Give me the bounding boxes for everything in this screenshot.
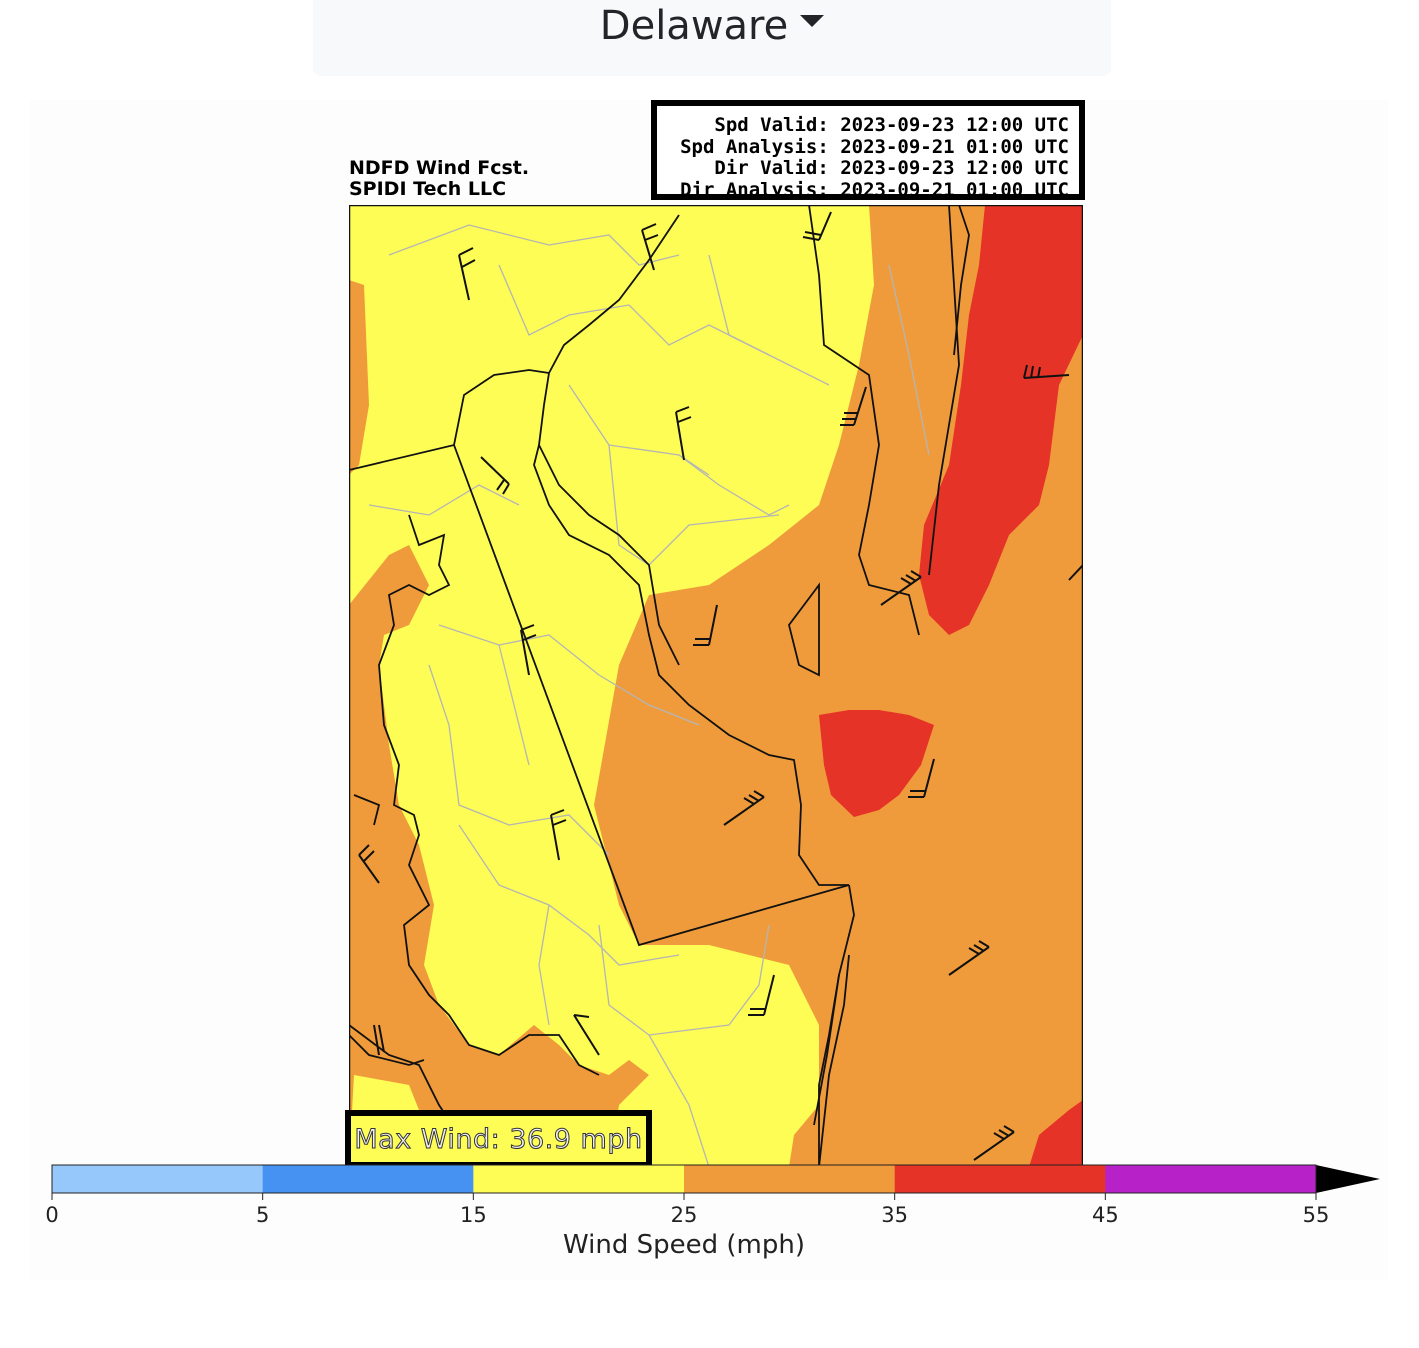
colorbar-tick-label: 35 [881, 1203, 908, 1227]
wind-barb [373, 1024, 385, 1056]
colorbar-segment [52, 1165, 264, 1193]
forecast-info-box: Spd Valid: 2023-09-23 12:00 UTC Spd Anal… [651, 100, 1085, 200]
wind-barb [458, 247, 476, 301]
wind-zone-35-45-south [1029, 1100, 1083, 1167]
info-dir-valid: Dir Valid: 2023-09-23 12:00 UTC [714, 157, 1069, 179]
wind-barb [480, 456, 510, 495]
wind-barbs [358, 211, 1083, 1161]
wind-barb [748, 974, 775, 1016]
colorbar-extend-arrow [1316, 1165, 1380, 1193]
info-spd-analysis: Spd Analysis: 2023-09-21 01:00 UTC [680, 135, 1069, 158]
colorbar-segments [52, 1165, 1317, 1193]
chevron-down-icon [800, 15, 825, 27]
colorbar-ticks: 0 5 15 25 35 45 55 [45, 1193, 1329, 1227]
colorbar-segment [262, 1165, 474, 1193]
colorbar-tick-label: 5 [256, 1203, 269, 1227]
wind-zone-35-45-center [819, 710, 934, 817]
state-dropdown[interactable]: Delaware [313, 0, 1111, 76]
county-lines [368, 224, 930, 1167]
wind-barb [880, 570, 922, 606]
colorbar-tick-label: 0 [45, 1203, 58, 1227]
state-borders [349, 205, 970, 1167]
wind-map [349, 205, 1083, 1167]
colorbar-segment [894, 1165, 1106, 1193]
wind-barb [641, 223, 659, 271]
wind-barb [573, 1014, 600, 1056]
wind-zone-25-35-bay [349, 545, 649, 1167]
wind-barb [840, 386, 867, 426]
colorbar-segment [684, 1165, 896, 1193]
colorbar: 0 5 15 25 35 45 55 [45, 1164, 1380, 1227]
colorbar-tick-label: 55 [1303, 1203, 1330, 1227]
map-title: NDFD Wind Fcst. SPIDI Tech LLC [349, 158, 529, 200]
wind-barb [1023, 364, 1070, 379]
wind-barb [723, 790, 765, 826]
wind-barb [802, 211, 832, 241]
map-title-line1: NDFD Wind Fcst. [349, 157, 530, 179]
wind-barb [675, 406, 692, 461]
colorbar-tick-label: 45 [1092, 1203, 1119, 1227]
colorbar-tick-label: 15 [460, 1203, 487, 1227]
colorbar-tick-label: 25 [671, 1203, 698, 1227]
wind-barb [550, 809, 567, 861]
wind-barb [1068, 564, 1083, 581]
wind-barb [973, 1125, 1015, 1161]
wind-barb [358, 844, 380, 884]
wind-barb [908, 758, 935, 798]
colorbar-title: Wind Speed (mph) [563, 1230, 805, 1260]
wind-barb [520, 624, 537, 676]
state-dropdown-label: Delaware [599, 3, 789, 49]
wind-zone-35-45-north [919, 205, 1083, 635]
colorbar-segment [1105, 1165, 1317, 1193]
wind-barb [693, 604, 718, 646]
info-spd-valid: Spd Valid: 2023-09-23 12:00 UTC [714, 114, 1069, 136]
map-title-line2: SPIDI Tech LLC [349, 178, 507, 200]
wind-zone-25-35-west [349, 280, 369, 475]
wind-barb [948, 940, 990, 976]
info-dir-analysis: Dir Analysis: 2023-09-21 01:00 UTC [680, 178, 1069, 201]
colorbar-segment [473, 1165, 685, 1193]
